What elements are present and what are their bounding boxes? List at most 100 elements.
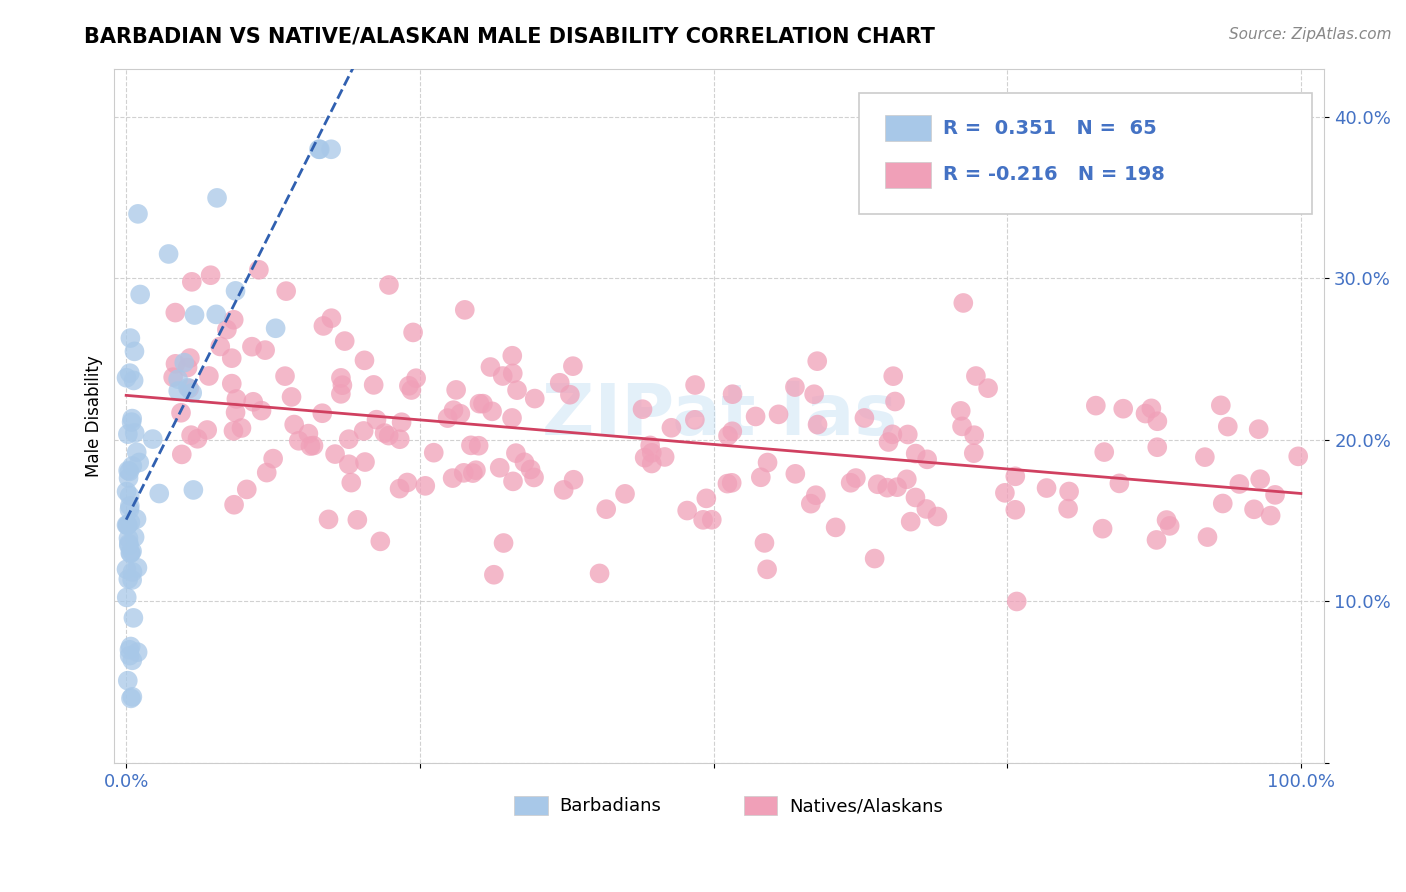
Point [179,351,201,365]
Point [754,536,776,550]
Point [548,376,571,390]
Point [1146,533,1168,547]
Point [250,403,273,417]
Point [413,479,436,493]
Point [523,470,546,484]
Point [117,518,139,533]
Point [460,438,482,452]
FancyBboxPatch shape [886,161,931,188]
Point [118,536,141,550]
Point [561,359,583,373]
Point [180,428,202,442]
Point [183,308,205,322]
Point [553,483,575,497]
Point [783,380,806,394]
Point [453,466,475,480]
Point [225,392,247,406]
Point [402,326,425,340]
Point [118,648,141,663]
Point [717,429,740,443]
Point [378,277,401,292]
Point [1108,476,1130,491]
Point [115,562,138,576]
Point [1140,401,1163,416]
Point [1247,422,1270,436]
Point [264,321,287,335]
Point [1197,530,1219,544]
Point [479,359,502,374]
Point [501,349,523,363]
Point [558,387,581,401]
Point [896,472,918,486]
Point [785,467,807,481]
Point [631,402,654,417]
Point [173,356,195,370]
Point [377,428,399,442]
Point [181,385,204,400]
Point [280,390,302,404]
Point [186,432,208,446]
Point [915,452,938,467]
Point [467,439,489,453]
Point [454,302,477,317]
Point [436,411,458,425]
Point [121,415,143,429]
Point [977,381,1000,395]
Point [117,572,139,586]
Point [695,491,717,506]
Point [167,384,190,398]
Point [749,470,772,484]
Point [121,411,143,425]
Point [329,371,352,385]
Point [302,438,325,452]
Point [124,425,146,440]
Point [700,513,723,527]
Point [337,457,360,471]
Point [388,432,411,446]
Point [692,513,714,527]
Point [165,357,187,371]
Point [297,426,319,441]
Point [170,447,193,461]
FancyBboxPatch shape [886,115,931,142]
Point [1057,484,1080,499]
Point [471,397,494,411]
Point [117,471,139,485]
Text: Barbadians: Barbadians [560,797,662,815]
Point [121,565,143,579]
Point [866,477,889,491]
Point [461,466,484,480]
Point [225,284,247,298]
Point [308,142,330,156]
Point [1005,594,1028,608]
Point [845,471,868,485]
Point [128,455,150,469]
Point [221,376,243,391]
Point [323,447,346,461]
Point [877,435,900,450]
Point [756,456,779,470]
Point [118,538,141,552]
Point [1194,450,1216,464]
Point [222,312,245,326]
Point [638,438,661,452]
Point [127,645,149,659]
Point [127,207,149,221]
Point [1146,414,1168,428]
Point [950,419,973,434]
Point [519,462,541,476]
Point [118,489,141,503]
Point [354,455,377,469]
Point [965,369,987,384]
Point [481,404,503,418]
Point [353,353,375,368]
Point [884,394,907,409]
Point [142,432,165,446]
Point [614,487,637,501]
Point [482,567,505,582]
Point [595,502,617,516]
Point [165,305,187,319]
Point [1035,481,1057,495]
Point [449,407,471,421]
Point [118,464,141,478]
